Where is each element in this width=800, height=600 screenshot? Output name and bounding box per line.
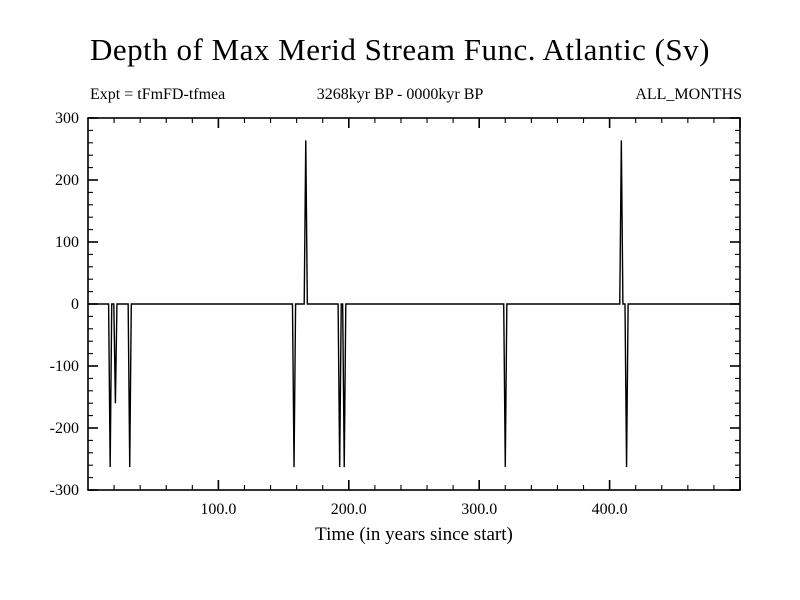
x-tick-label: 100.0: [200, 501, 236, 518]
x-tick-label: 300.0: [461, 501, 497, 518]
subheader: Expt = tFmFD-tfmea 3268kyr BP - 0000kyr …: [0, 86, 800, 108]
x-axis-title: Time (in years since start): [315, 524, 513, 545]
experiment-label: Expt = tFmFD-tfmea: [90, 86, 226, 103]
x-tick-label: 400.0: [592, 501, 628, 518]
y-tick-label: 300: [55, 110, 79, 127]
plot-area: 100.0 200.0 300.0 400.0 -300 -200 -100 0 100 200 3…: [50, 110, 741, 518]
y-tick-label: -100: [50, 358, 79, 375]
x-tick-label: 200.0: [331, 501, 367, 518]
y-tick-label: -200: [50, 420, 79, 437]
y-tick-label: -300: [50, 482, 79, 499]
time-range-label: 3268kyr BP - 0000kyr BP: [316, 86, 484, 103]
months-label: ALL_MONTHS: [635, 86, 742, 103]
y-tick-label: 200: [55, 172, 79, 189]
y-tick-label: 0: [71, 296, 79, 313]
y-tick-label: 100: [55, 234, 79, 251]
chart-title: Depth of Max Merid Stream Func. Atlantic…: [89, 32, 710, 67]
data-series-line: [88, 140, 740, 468]
